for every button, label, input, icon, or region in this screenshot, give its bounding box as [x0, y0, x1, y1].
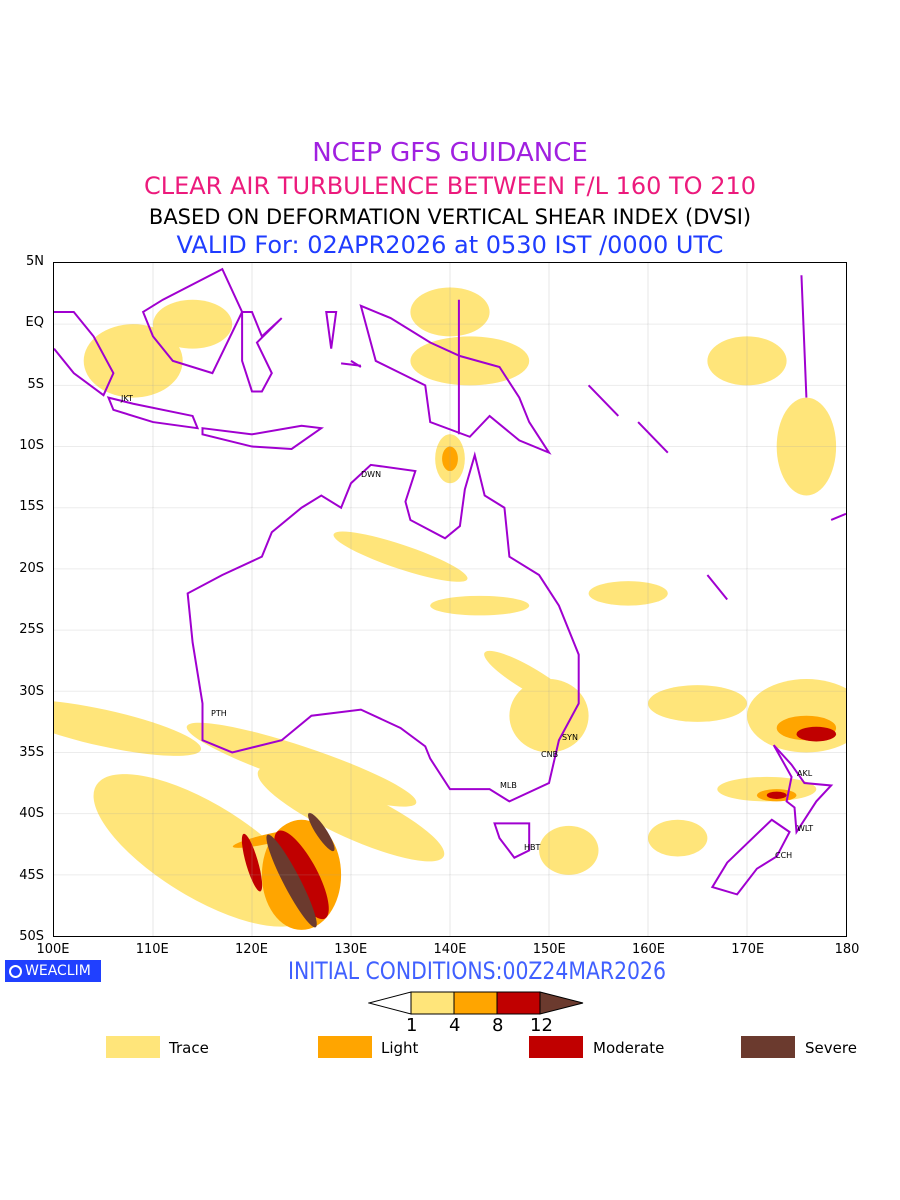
- city-christchurch: CCH: [775, 851, 793, 860]
- longitude-label: 120E: [234, 942, 269, 957]
- weaclim-logo: WEACLIM: [5, 960, 101, 982]
- latitude-label: 5N: [26, 254, 44, 269]
- city-darwin: DWN: [361, 470, 382, 479]
- legend-swatch-severe: [741, 1036, 795, 1058]
- severe-turbulence: [266, 812, 335, 928]
- title-valid-time: VALID For: 02APR2026 at 0530 IST /0000 U…: [176, 231, 724, 259]
- legend-label-light: Light: [381, 1039, 419, 1057]
- colorbar-tick: 12: [530, 1015, 553, 1036]
- legend-label-moderate: Moderate: [593, 1039, 665, 1057]
- city-sydney: SYN: [562, 733, 578, 742]
- latitude-label: 15S: [19, 499, 44, 515]
- city-auckland: AKL: [797, 769, 813, 778]
- city-melbourne: MLB: [500, 781, 517, 790]
- initial-conditions: INITIAL CONDITIONS:00Z24MAR2026: [287, 957, 667, 985]
- latitude-label: EQ: [25, 315, 44, 331]
- colorbar: [368, 991, 584, 1015]
- legend-swatch-trace: [106, 1036, 160, 1058]
- colorbar-tick: 4: [449, 1015, 461, 1036]
- latitude-label: 5S: [27, 376, 44, 392]
- latitude-label: 35S: [19, 744, 44, 760]
- legend-swatch-light: [318, 1036, 372, 1058]
- latitude-label: 25S: [19, 622, 44, 638]
- colorbar-tick: 1: [406, 1015, 418, 1036]
- longitude-label: 110E: [135, 942, 169, 957]
- coastlines: [54, 269, 846, 894]
- grid-lines: [54, 263, 846, 936]
- latitude-label: 20S: [19, 560, 44, 576]
- map-svg: [5, 263, 866, 936]
- longitude-label: 150E: [532, 942, 566, 957]
- legend-swatch-moderate: [529, 1036, 583, 1058]
- longitude-label: 100E: [36, 942, 70, 957]
- latitude-label: 45S: [19, 867, 44, 883]
- colorbar-under: [368, 991, 412, 1015]
- legend-label-severe: Severe: [805, 1039, 857, 1057]
- longitude-label: 180: [834, 942, 860, 957]
- city-wellington: WLT: [797, 824, 814, 833]
- city-hobart: HBT: [524, 843, 541, 852]
- city-canberra: CNB: [541, 750, 559, 759]
- latitude-label: 10S: [19, 438, 44, 454]
- longitude-label: 160E: [631, 942, 666, 957]
- colorbar-severe: [539, 991, 584, 1015]
- legend-label-trace: Trace: [169, 1039, 209, 1057]
- colorbar-light: [453, 991, 498, 1015]
- title-method: BASED ON DEFORMATION VERTICAL SHEAR INDE…: [148, 205, 752, 229]
- colorbar-trace: [410, 991, 455, 1015]
- logo-text: WEACLIM: [25, 963, 91, 979]
- turbulence-fields: [5, 287, 866, 927]
- longitude-label: 170E: [731, 942, 765, 957]
- title-product: CLEAR AIR TURBULENCE BETWEEN F/L 160 TO …: [143, 172, 757, 200]
- city-jakarta: JKT: [121, 394, 133, 403]
- map-panel: JKT DWN PTH SYN CNB MLB HBT AKL WLT CCH: [5, 262, 866, 937]
- colorbar-tick: 8: [492, 1015, 504, 1036]
- city-perth: PTH: [211, 709, 227, 718]
- latitude-label: 30S: [19, 683, 44, 699]
- latitude-label: 40S: [19, 806, 44, 822]
- longitude-label: 130E: [334, 942, 368, 957]
- moderate-turbulence: [241, 726, 837, 920]
- colorbar-moderate: [496, 991, 541, 1015]
- longitude-label: 140E: [433, 942, 467, 957]
- latitude-label: 50S: [19, 928, 44, 944]
- copyright-icon: [9, 965, 22, 978]
- title-guidance: NCEP GFS GUIDANCE: [312, 138, 588, 168]
